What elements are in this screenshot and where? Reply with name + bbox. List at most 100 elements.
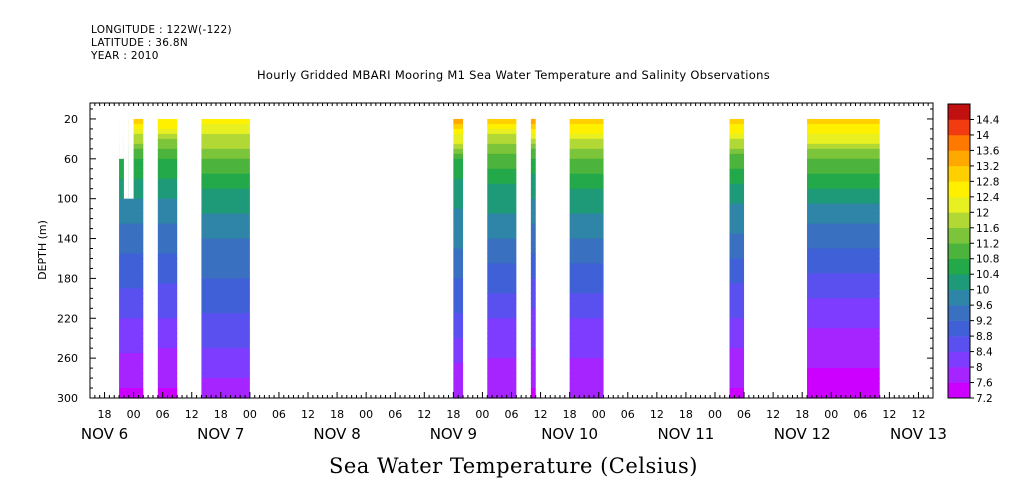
data-cell [569, 328, 604, 334]
data-cell [157, 118, 178, 125]
data-cell [729, 333, 745, 339]
data-cell [569, 338, 604, 344]
x-day-label: NOV 9 [430, 425, 477, 443]
data-cell [119, 198, 144, 205]
data-cell [201, 218, 250, 225]
data-cell [569, 248, 604, 255]
data-cell [487, 278, 517, 284]
data-cell [569, 358, 604, 364]
colorbar-swatch [948, 336, 970, 352]
data-cell [487, 343, 517, 349]
data-cell [729, 348, 745, 354]
y-axis-label: DEPTH (m) [36, 220, 49, 280]
data-cell [530, 273, 536, 280]
data-cell [530, 148, 536, 155]
data-cell [569, 363, 604, 369]
data-cell [119, 233, 144, 240]
colorbar-frame [947, 103, 971, 399]
data-cell [729, 303, 745, 309]
colorbar-swatch [948, 243, 970, 260]
data-cell [453, 308, 464, 314]
data-cell [729, 263, 745, 270]
data-cell [157, 268, 178, 275]
data-cell [569, 333, 604, 339]
colorbar-swatch [948, 382, 970, 399]
data-cell [157, 283, 178, 289]
missing-data [119, 118, 124, 159]
data-cell [729, 218, 745, 225]
data-cell [487, 363, 517, 369]
data-cell [569, 378, 604, 384]
data-cell [530, 188, 536, 195]
x-tick-label: 18 [214, 408, 228, 421]
data-cell [453, 168, 464, 175]
data-cell [157, 163, 178, 170]
data-cell [729, 388, 745, 394]
data-cell [807, 293, 880, 299]
data-cell [729, 248, 745, 255]
data-cell [807, 183, 880, 190]
data-cell [729, 118, 745, 125]
colorbar-label: 8 [976, 362, 983, 374]
data-cell [729, 213, 745, 220]
data-cell [119, 243, 144, 250]
data-cell [729, 138, 745, 145]
x-tick-label: 12 [766, 408, 780, 421]
data-cell [487, 288, 517, 294]
data-cell [487, 148, 517, 155]
y-tick-label: 300 [57, 392, 78, 405]
data-cell [487, 163, 517, 170]
data-cell [157, 183, 178, 190]
data-cell [487, 213, 517, 220]
data-cell [807, 128, 880, 135]
data-cell [119, 288, 144, 294]
data-cell [487, 138, 517, 145]
data-cell [119, 333, 144, 339]
data-cell [530, 318, 536, 324]
data-cell [807, 263, 880, 270]
data-cell [729, 383, 745, 389]
data-cell [201, 173, 250, 180]
data-cell [487, 233, 517, 240]
data-cell [157, 338, 178, 344]
data-cell [807, 228, 880, 235]
colorbar-swatch [948, 258, 970, 275]
data-cell [807, 393, 880, 399]
data-cell [119, 318, 144, 324]
data-cell [729, 298, 745, 304]
x-tick-label: 12 [417, 408, 431, 421]
y-tick-label: 220 [57, 312, 78, 325]
data-cell [569, 238, 604, 245]
data-cell [157, 213, 178, 220]
data-cell [119, 253, 144, 260]
data-cell [157, 323, 178, 329]
colorbar-swatch [948, 134, 970, 151]
data-cell [530, 353, 536, 359]
data-cell [487, 123, 517, 130]
data-cell [157, 258, 178, 265]
data-cell [807, 133, 880, 140]
data-cell [729, 188, 745, 195]
data-segment [487, 118, 517, 399]
data-cell [157, 228, 178, 235]
x-day-label: NOV 12 [774, 425, 831, 443]
data-cell [119, 378, 144, 384]
data-cell [157, 123, 178, 130]
data-cell [729, 193, 745, 200]
data-cell [157, 193, 178, 200]
data-cell [729, 363, 745, 369]
data-cell [569, 158, 604, 165]
data-cell [530, 383, 536, 389]
x-day-label: NOV 8 [313, 425, 360, 443]
data-cell [201, 353, 250, 359]
data-cell [807, 243, 880, 250]
data-cell [530, 158, 536, 165]
data-cell [729, 318, 745, 324]
data-cell [201, 228, 250, 235]
data-cell [201, 178, 250, 185]
data-cell [453, 148, 464, 155]
colorbar-label: 8.4 [976, 347, 993, 359]
x-tick-label: 00 [475, 408, 489, 421]
data-cell [157, 243, 178, 250]
data-cell [453, 253, 464, 260]
